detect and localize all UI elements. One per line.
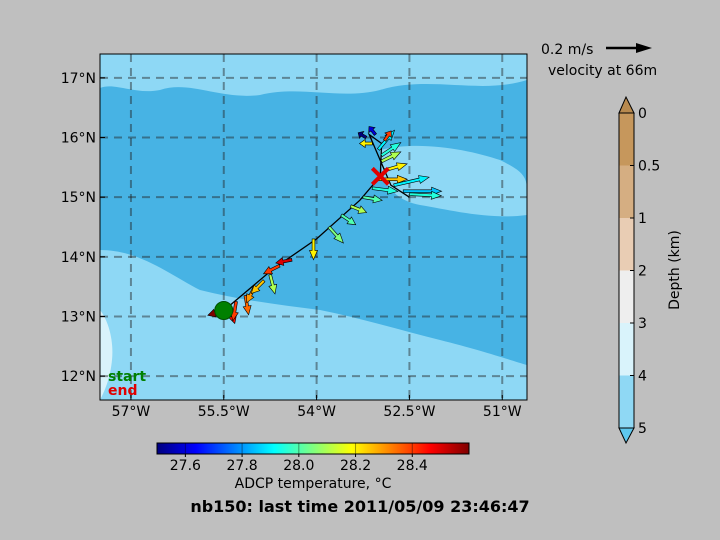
depth-band [619, 113, 634, 166]
depth-tick-label: 3 [638, 316, 647, 332]
velocity-arrow [309, 238, 318, 261]
bathymetry-east [380, 145, 527, 217]
x-tick-label: 55.5°W [198, 404, 250, 420]
x-tick-label: 57°W [112, 404, 151, 420]
x-axis-ticks: 57°W 55.5°W 54°W 52.5°W 51°W [112, 395, 522, 420]
depth-colorbar-label: Depth (km) [667, 230, 683, 310]
depth-band [619, 323, 634, 376]
reference-speed-label: 0.2 m/s [541, 42, 593, 58]
velocity-arrow [393, 175, 430, 187]
temperature-colorbar-fill [157, 443, 469, 454]
y-tick-label: 15°N [61, 190, 96, 206]
bathymetry-coast [100, 310, 113, 400]
temp-tick-label: 28.0 [283, 458, 314, 474]
x-tick-label: 52.5°W [383, 404, 435, 420]
grid-lines [100, 54, 527, 400]
y-tick-label: 17°N [61, 71, 96, 87]
bathymetry-shelf [100, 250, 527, 400]
x-tick-label: 54°W [297, 404, 336, 420]
velocity-arrow [409, 190, 443, 200]
plot-frame [99, 53, 528, 401]
velocity-arrow [268, 274, 278, 295]
velocity-arrow [340, 213, 357, 226]
velocity-depth-label: velocity at 66m [548, 63, 657, 79]
velocity-arrow [380, 151, 402, 163]
velocity-vectors [207, 126, 443, 325]
velocity-arrow [383, 130, 392, 142]
velocity-arrow [371, 185, 399, 195]
y-axis-ticks: 12°N 13°N 14°N 15°N 16°N 17°N [61, 71, 105, 385]
velocity-arrow [262, 264, 281, 275]
markers [214, 166, 390, 321]
bathymetry-patches [100, 54, 527, 400]
velocity-arrow [275, 257, 293, 266]
velocity-arrow [362, 194, 383, 204]
bathymetry-north [100, 54, 527, 96]
y-tick-label: 16°N [61, 131, 96, 147]
chart-title: nb150: last time 2011/05/09 23:46:47 [190, 497, 529, 516]
velocity-arrow [358, 138, 373, 149]
start-marker [214, 301, 234, 321]
map-axes: 57°W 55.5°W 54°W 52.5°W 51°W 12°N 13°N 14°N 15°… [61, 53, 528, 420]
velocity-arrow [327, 225, 344, 244]
reference-arrow-head [636, 43, 652, 53]
depth-band [619, 218, 634, 271]
temperature-colorbar-label: ADCP temperature, °C [235, 476, 392, 492]
reference-vector-key: 0.2 m/s velocity at 66m [541, 42, 657, 79]
velocity-arrow [349, 204, 368, 214]
depth-tick-label: 0.5 [638, 159, 660, 175]
y-tick-label: 12°N [61, 369, 96, 385]
temp-tick-label: 27.8 [227, 458, 258, 474]
velocity-arrow [380, 142, 402, 158]
temp-tick-label: 27.6 [170, 458, 201, 474]
depth-tick-label: 1 [638, 211, 647, 227]
depth-tick-label: 2 [638, 264, 647, 280]
depth-tick-label: 4 [638, 369, 647, 385]
depth-colorbar-bottom-extension [618, 427, 635, 445]
x-tick-label: 51°W [483, 404, 522, 420]
temperature-colorbar-frame [156, 442, 470, 455]
depth-tick-label: 0 [638, 106, 647, 122]
depth-colorbar-top-extension [618, 95, 635, 114]
temperature-colorbar: 27.6 27.8 28.0 28.2 28.4 ADCP temperature, °… [156, 442, 470, 492]
velocity-arrow [368, 126, 377, 136]
end-label: end [108, 383, 137, 399]
temperature-band-dividers [184, 443, 413, 454]
depth-colorbar: 0 0.5 1 2 3 4 5 Depth (km) [618, 95, 683, 445]
y-tick-label: 14°N [61, 250, 96, 266]
depth-tick-label: 5 [638, 421, 647, 437]
velocity-arrow [357, 130, 368, 140]
temperature-colorbar-ticks: 27.6 27.8 28.0 28.2 28.4 [170, 454, 428, 474]
start-label: start [108, 369, 146, 385]
velocity-arrow [250, 279, 266, 294]
depth-color-bands [619, 113, 634, 429]
y-tick-label: 13°N [61, 309, 96, 325]
temp-tick-label: 28.4 [397, 458, 428, 474]
depth-colorbar-ticks: 0 0.5 1 2 3 4 5 [630, 106, 660, 437]
end-marker-stroke [370, 166, 390, 186]
depth-band [619, 270, 634, 324]
depth-band [619, 165, 634, 219]
temp-tick-label: 28.2 [340, 458, 371, 474]
depth-band [619, 375, 634, 429]
